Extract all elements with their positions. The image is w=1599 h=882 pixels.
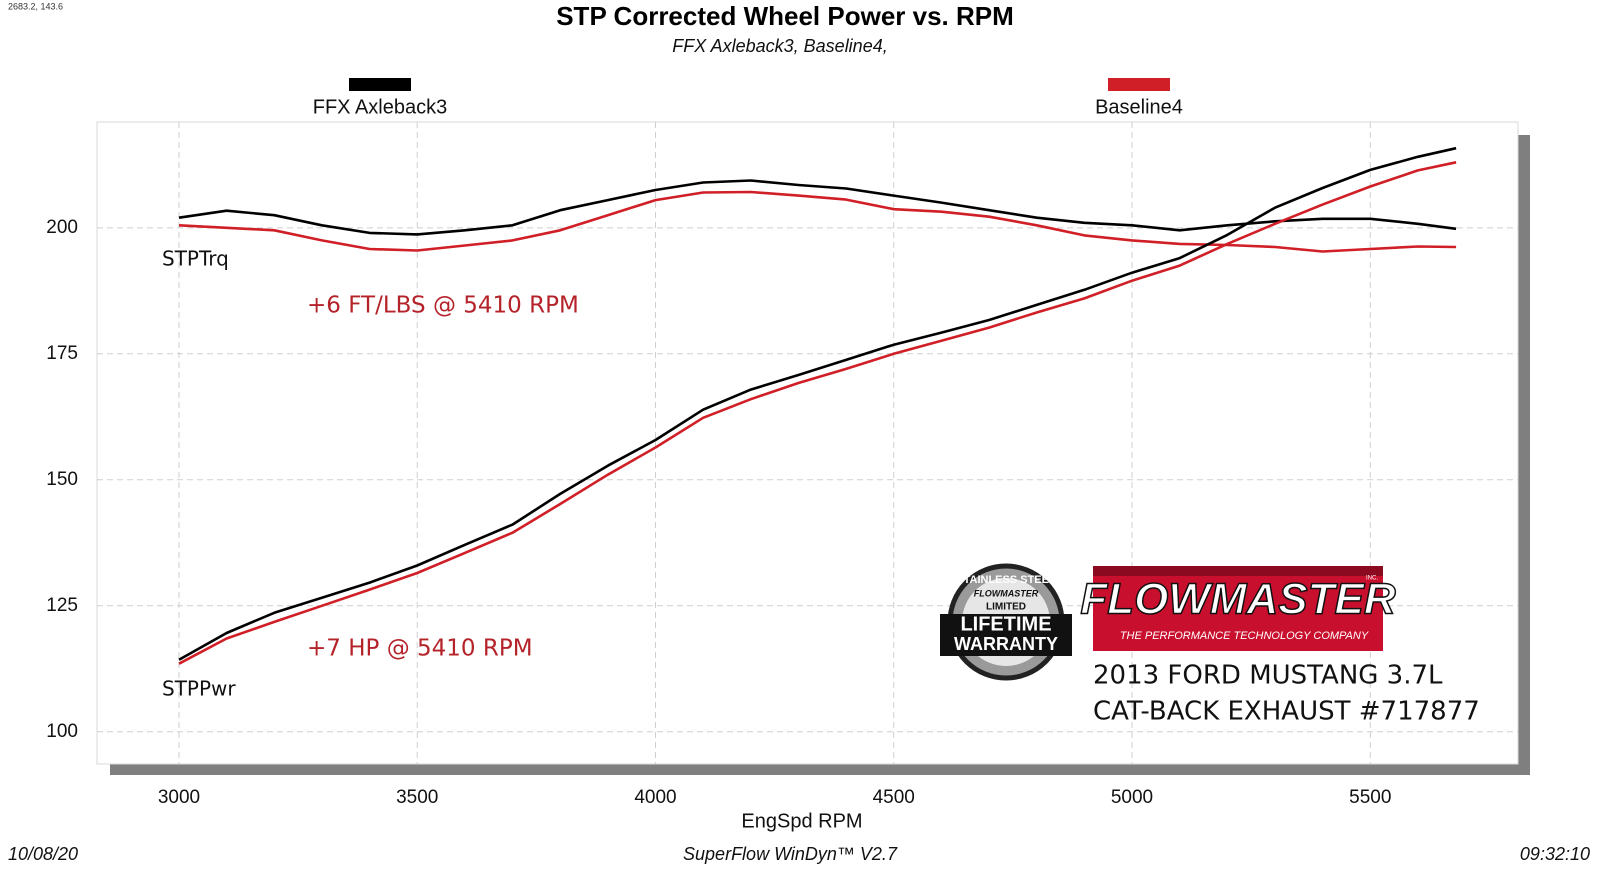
chart-title: STP Corrected Wheel Power vs. RPM xyxy=(556,1,1014,31)
badge-text: STAINLESS STEEL xyxy=(956,574,1056,586)
curve-label: STPPwr xyxy=(162,677,236,701)
chart-subtitle: FFX Axleback3, Baseline4, xyxy=(672,36,887,56)
flowmaster-logo: FLOWMASTER INC. THE PERFORMANCE TECHNOLO… xyxy=(1080,566,1397,651)
logo-brand: FLOWMASTER xyxy=(1080,575,1396,624)
x-tick-label: 4000 xyxy=(634,787,676,808)
annotation: +7 HP @ 5410 RPM xyxy=(307,636,533,662)
series-line xyxy=(178,179,1457,236)
logo-tagline: THE PERFORMANCE TECHNOLOGY COMPANY xyxy=(1120,630,1369,642)
footer-software: SuperFlow WinDyn™ V2.7 xyxy=(683,844,898,864)
footer-time: 09:32:10 xyxy=(1520,844,1590,864)
x-tick-label: 3000 xyxy=(158,787,200,808)
plot-area xyxy=(96,121,1519,765)
badge-text: LIFETIME xyxy=(960,613,1051,635)
logo-inc: INC. xyxy=(1366,576,1378,582)
badge-logo: STAINLESS STEEL FLOWMASTER LIMITED LIFET… xyxy=(940,563,1072,681)
y-tick-label: 175 xyxy=(46,343,78,364)
x-axis-label: EngSpd RPM xyxy=(741,810,862,832)
legend-swatch xyxy=(1108,78,1170,91)
grid xyxy=(97,122,1518,764)
series-line xyxy=(178,190,1457,253)
badge-text: LIMITED xyxy=(986,602,1026,613)
series-line xyxy=(178,161,1457,665)
y-tick-label: 100 xyxy=(46,721,78,742)
x-tick-label: 5500 xyxy=(1349,787,1391,808)
x-tick-label: 5000 xyxy=(1111,787,1153,808)
y-tick-label: 200 xyxy=(46,217,78,238)
legend-label: FFX Axleback3 xyxy=(313,96,448,118)
badge-text: WARRANTY xyxy=(954,634,1058,654)
footer-date: 10/08/20 xyxy=(8,844,78,864)
curve-label: STPTrq xyxy=(162,247,229,271)
y-tick-label: 125 xyxy=(46,595,78,616)
vehicle-text: 2013 FORD MUSTANG 3.7L xyxy=(1093,661,1443,691)
logo-box xyxy=(1093,566,1383,651)
legend-swatch xyxy=(349,78,411,91)
series-line xyxy=(178,146,1457,661)
badge-text: FLOWMASTER xyxy=(974,588,1039,598)
x-tick-label: 4500 xyxy=(873,787,915,808)
logo-stripe xyxy=(1093,566,1383,576)
x-tick-label: 3500 xyxy=(396,787,438,808)
product-text: CAT-BACK EXHAUST #717877 xyxy=(1093,697,1480,727)
badge-band xyxy=(940,614,1072,656)
legend-label: Baseline4 xyxy=(1095,96,1183,118)
annotation: +6 FT/LBS @ 5410 RPM xyxy=(307,293,579,319)
y-tick-label: 150 xyxy=(46,469,78,490)
corner-readout: 2683.2, 143.6 xyxy=(8,1,63,11)
lines xyxy=(178,146,1457,665)
